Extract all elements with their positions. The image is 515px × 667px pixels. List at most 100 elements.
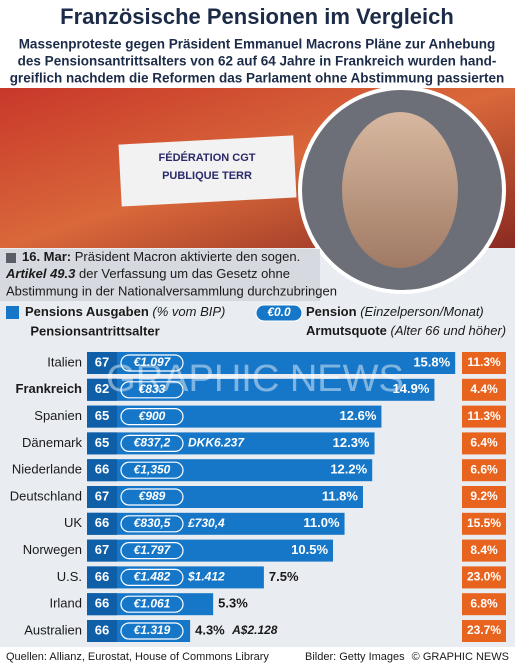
- poverty-label: 9.2%: [470, 489, 498, 503]
- pension-label: €1.319: [134, 623, 171, 637]
- age-label: 66: [95, 596, 109, 611]
- value-label: 14.9%: [393, 381, 430, 396]
- age-cell: [87, 352, 117, 374]
- age-label: 66: [95, 569, 109, 584]
- poverty-label: 15.5%: [467, 516, 501, 530]
- poverty-header: Armutsquote (Alter 66 und höher): [306, 323, 506, 338]
- header-bg: [0, 0, 515, 88]
- pension-label: €1.097: [134, 355, 172, 369]
- pension-pill: [120, 568, 184, 587]
- local-pension-label: £730,4: [187, 516, 225, 530]
- age-label: 66: [95, 622, 109, 637]
- category-label: Niederlande: [12, 462, 82, 477]
- note: Artikel 49.3 der Verfassung um das Geset…: [5, 266, 290, 281]
- subtitle: Massenproteste gegen Präsident Emmanuel …: [19, 37, 496, 52]
- subtitle: greiflich nachdem die Reformen das Parla…: [10, 71, 505, 86]
- local-pension-label: A$2.128: [231, 623, 278, 637]
- value-label: 12.3%: [333, 435, 370, 450]
- legend-swatch: [6, 306, 19, 319]
- subtitle: des Pensionsantrittsalters von 62 auf 64…: [18, 54, 497, 69]
- banner-text: FÉDÉRATION CGT: [159, 151, 256, 164]
- age-cell: [87, 405, 117, 428]
- poverty-cell: [462, 539, 506, 562]
- legend: Pension (Einzelperson/Monat): [306, 304, 484, 319]
- poverty-label: 6.8%: [470, 596, 498, 610]
- poverty-cell: [462, 432, 506, 455]
- category-label: Italien: [47, 354, 82, 369]
- note: 16. Mar: Präsident Macron aktivierte den…: [22, 249, 300, 264]
- age-cell: [87, 566, 117, 589]
- category-label: Norwegen: [23, 542, 82, 557]
- pension-pill: [120, 381, 184, 399]
- age-cell: [87, 378, 117, 401]
- category-label: UK: [64, 515, 82, 530]
- poverty-cell: [462, 620, 506, 642]
- bar: [87, 352, 456, 374]
- age-label: 65: [95, 435, 109, 450]
- value-label: 4.3%: [195, 622, 225, 637]
- pension-label: €989: [139, 489, 166, 503]
- age-cell: [87, 593, 117, 616]
- bar: [87, 459, 373, 482]
- age-label: 67: [95, 354, 109, 369]
- poverty-cell: [462, 512, 506, 535]
- footer-bg: [0, 647, 515, 667]
- value-label: 12.6%: [340, 408, 377, 423]
- local-pension-label: $1.412: [187, 570, 225, 584]
- poverty-cell: [462, 378, 506, 401]
- legend-pill: [255, 304, 303, 322]
- value-label: 11.8%: [322, 488, 359, 503]
- bar: [87, 539, 334, 562]
- pension-pill: [120, 622, 184, 640]
- category-label: Australien: [24, 622, 82, 637]
- watermark: GRAPHIC NEWS: [106, 358, 404, 400]
- bar: [87, 432, 375, 455]
- note-box: [0, 249, 320, 301]
- pension-label: €1.797: [134, 543, 172, 557]
- age-label: 65: [95, 408, 109, 423]
- age-cell: [87, 486, 117, 508]
- poverty-label: 11.3%: [467, 355, 501, 369]
- category-label: Irland: [49, 596, 82, 611]
- photo: FÉDÉRATION CGT PUBLIQUE TERR: [0, 86, 515, 294]
- value-label: 10.5%: [291, 542, 328, 557]
- legend: Pensions Ausgaben (% vom BIP): [25, 304, 225, 319]
- age-cell: [87, 620, 117, 642]
- poverty-label: 8.4%: [470, 543, 498, 557]
- bar: [87, 566, 264, 589]
- category-label: Spanien: [34, 408, 82, 423]
- value-label: 12.2%: [330, 462, 367, 477]
- poverty-label: 6.6%: [470, 462, 498, 476]
- value-label: 11.0%: [303, 515, 340, 530]
- poverty-label: 11.3%: [467, 409, 501, 423]
- legend-pill-label: €0.0: [267, 305, 291, 319]
- pension-pill: [120, 354, 184, 372]
- credit: Bilder: Getty Images: [305, 651, 405, 663]
- age-label: 66: [95, 462, 109, 477]
- pension-pill: [120, 515, 184, 533]
- value-label: 5.3%: [218, 596, 248, 611]
- pension-pill: [120, 434, 184, 452]
- pension-label: €833: [139, 382, 166, 396]
- poverty-cell: [462, 405, 506, 428]
- pension-label: €1,350: [134, 462, 171, 476]
- age-cell: [87, 512, 117, 535]
- category-label: Dänemark: [22, 435, 82, 450]
- pension-pill: [120, 488, 184, 506]
- note: Abstimmung in der Nationalversammlung du…: [6, 283, 337, 298]
- poverty-cell: [462, 566, 506, 589]
- value-label: 15.8%: [413, 354, 450, 369]
- pension-pill: [120, 541, 184, 560]
- pension-label: €1.482: [134, 570, 171, 584]
- pension-label: €900: [139, 409, 166, 423]
- bar: [87, 512, 345, 535]
- age-label: 66: [95, 515, 109, 530]
- category-label: Frankreich: [16, 381, 83, 396]
- pension-label: €1.061: [134, 596, 171, 610]
- poverty-cell: [462, 593, 506, 616]
- value-label: 7.5%: [269, 569, 299, 584]
- pension-label: €837,2: [134, 436, 171, 450]
- age-cell: [87, 539, 117, 562]
- poverty-label: 4.4%: [470, 382, 498, 396]
- category-label: U.S.: [57, 569, 82, 584]
